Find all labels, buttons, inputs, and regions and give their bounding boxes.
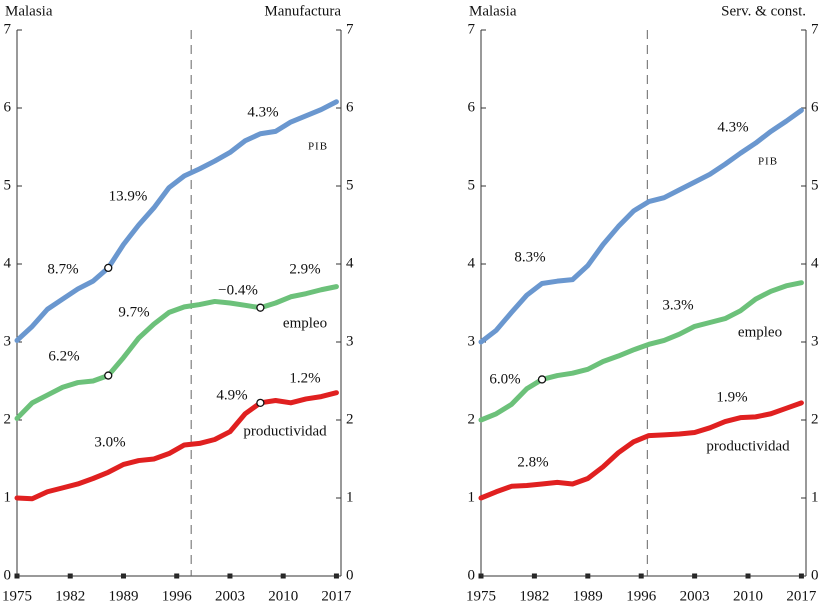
y-tick-label: 1 (4, 489, 12, 505)
x-tick-label: 1975 (466, 588, 496, 604)
y-tick-label: 2 (4, 411, 12, 427)
point-marker (256, 303, 265, 312)
y-tick-label: 6 (468, 99, 476, 115)
y-tick-label: 3 (468, 333, 476, 349)
y-tick-label: 0 (468, 567, 476, 583)
series-line (478, 280, 804, 423)
annotation: 8.3% (514, 249, 545, 265)
series-label: PIB (308, 141, 328, 153)
annotation: 13.9% (109, 188, 148, 204)
annotation: 1.9% (716, 389, 747, 405)
y2-tick-label: 6 (346, 99, 354, 115)
y2-tick-label: 4 (811, 255, 819, 271)
annotation: 9.7% (118, 304, 149, 320)
x-tick-label: 2003 (215, 588, 245, 604)
y2-tick-label: 0 (811, 567, 819, 583)
x-tick-label: 2010 (733, 588, 763, 604)
y-tick-label: 5 (468, 177, 476, 193)
x-tick-label: 1989 (573, 588, 603, 604)
series-line (14, 390, 339, 502)
y2-tick-label: 5 (346, 177, 354, 193)
series-label: productividad (243, 423, 327, 439)
y-tick-label: 7 (4, 21, 12, 37)
panel-title: Malasia (5, 3, 53, 19)
annotation: 4.9% (216, 387, 247, 403)
y-tick-label: 3 (4, 333, 12, 349)
x-tick-label: 2017 (786, 588, 817, 604)
y-tick-label: 7 (468, 21, 476, 37)
series-line (14, 284, 339, 421)
y-tick-label: 0 (4, 567, 12, 583)
y-tick-label: 4 (468, 255, 476, 271)
y-tick-label: 1 (468, 489, 476, 505)
panel-subtitle: Manufactura (264, 3, 341, 19)
x-tick-label: 1982 (55, 588, 85, 604)
x-tick-label: 1996 (162, 588, 193, 604)
x-tick-label: 2010 (268, 588, 298, 604)
annotation: 2.9% (289, 261, 320, 277)
y2-tick-label: 1 (811, 489, 819, 505)
annotation: 4.3% (717, 119, 748, 135)
y2-tick-label: 2 (811, 411, 819, 427)
x-tick-label: 1982 (519, 588, 549, 604)
y-tick-label: 5 (4, 177, 12, 193)
series-label: PIB (758, 156, 778, 168)
x-tick-label: 2003 (680, 588, 710, 604)
y2-tick-label: 6 (811, 99, 819, 115)
y2-tick-label: 0 (346, 567, 354, 583)
series-line (478, 400, 804, 501)
point-marker (256, 398, 265, 407)
y2-tick-label: 1 (346, 489, 354, 505)
y2-tick-label: 4 (346, 255, 354, 271)
x-tick-label: 1996 (626, 588, 657, 604)
series-line (14, 99, 339, 343)
x-tick-label: 1989 (108, 588, 138, 604)
annotation: −0.4% (218, 282, 258, 298)
series-label: empleo (283, 315, 327, 331)
panel-subtitle: Serv. & const. (721, 3, 806, 19)
annotation: 4.3% (247, 104, 278, 120)
point-marker (537, 375, 547, 384)
annotation: 6.0% (489, 371, 520, 387)
y2-tick-label: 5 (811, 177, 819, 193)
panel-title: Malasia (469, 3, 517, 19)
y2-tick-label: 3 (346, 333, 354, 349)
y2-tick-label: 7 (346, 21, 354, 37)
annotation: 1.2% (289, 370, 320, 386)
y2-tick-label: 3 (811, 333, 819, 349)
x-tick-label: 1975 (2, 588, 32, 604)
series-label: productividad (706, 438, 790, 454)
annotation: 3.0% (94, 434, 125, 450)
point-marker (104, 371, 113, 380)
y2-tick-label: 2 (346, 411, 354, 427)
annotation: 3.3% (662, 297, 693, 313)
annotation: 6.2% (48, 348, 79, 364)
annotation: 2.8% (517, 454, 548, 470)
y-tick-label: 4 (4, 255, 12, 271)
y2-tick-label: 7 (811, 21, 819, 37)
series-label: empleo (738, 324, 782, 340)
x-tick-label: 2017 (321, 588, 352, 604)
annotation: 8.7% (47, 261, 78, 277)
y-tick-label: 2 (468, 411, 476, 427)
y-tick-label: 6 (4, 99, 12, 115)
series-line (478, 107, 804, 345)
point-marker (104, 263, 113, 273)
